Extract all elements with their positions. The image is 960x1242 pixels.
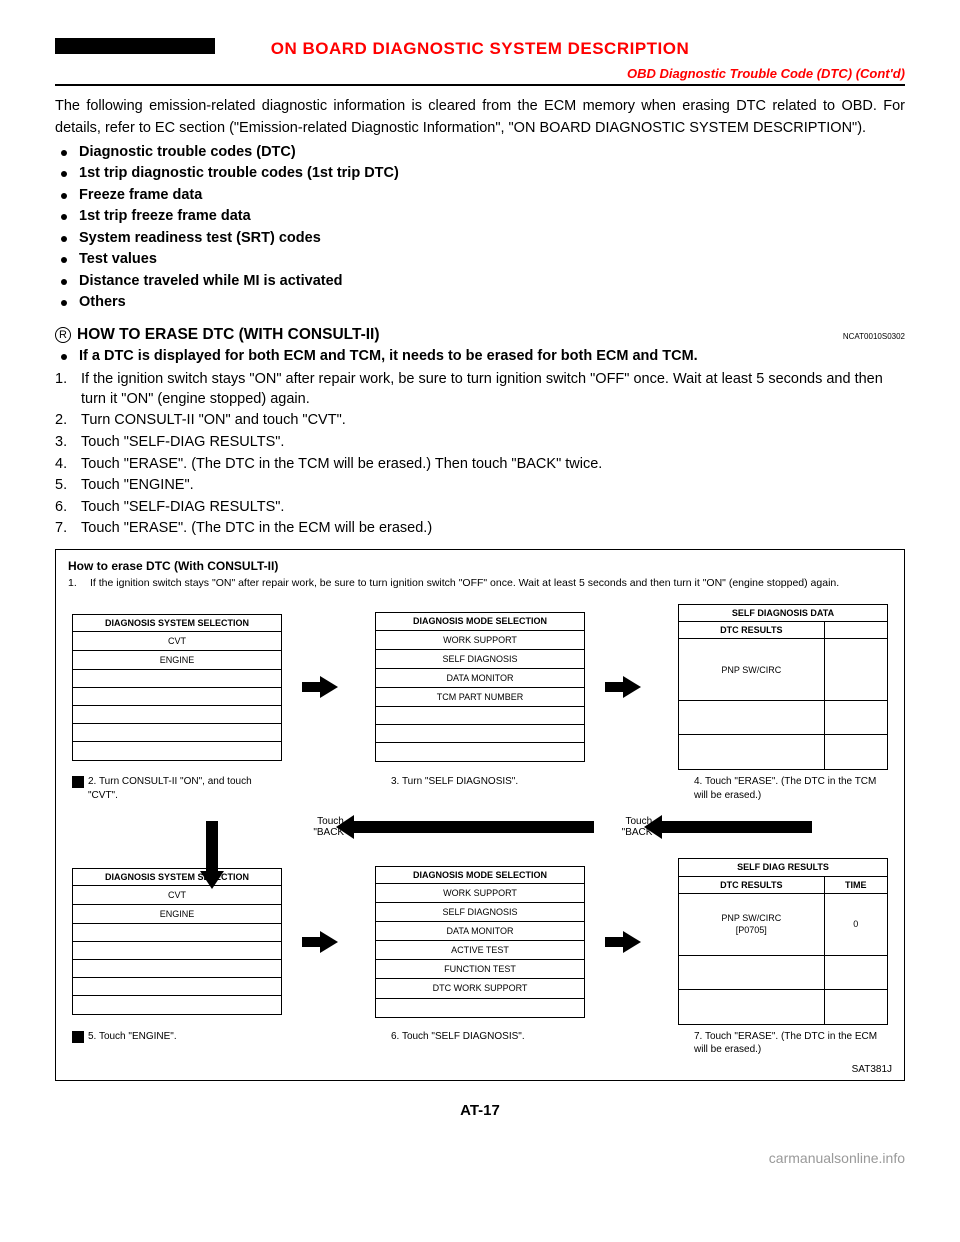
step-text: Touch "ERASE". (The DTC in the TCM will … — [81, 455, 602, 475]
panel-cell: FUNCTION TEST — [376, 960, 584, 979]
step-text: Touch "SELF-DIAG RESULTS". — [81, 498, 284, 518]
arrow-right-icon — [623, 931, 641, 953]
panel-cell — [73, 670, 281, 688]
panel-cell — [73, 978, 281, 996]
panel-sub: DTC RESULTS — [679, 622, 825, 638]
bullet-item: 1st trip freeze frame data — [79, 207, 251, 227]
panel-mode-selection-2: DIAGNOSIS MODE SELECTION WORK SUPPORT SE… — [375, 866, 585, 1018]
caption-text: 6. Touch "SELF DIAGNOSIS". — [391, 1030, 585, 1044]
panel-cell: CVT — [73, 632, 281, 651]
step-text: Touch "ENGINE". — [81, 476, 194, 496]
panel-cell — [73, 996, 281, 1014]
bullet-item: System readiness test (SRT) codes — [79, 229, 321, 249]
step-text: Turn CONSULT-II "ON" and touch "CVT". — [81, 411, 346, 431]
panel-cell: CVT — [73, 886, 281, 905]
panel-cell: ENGINE — [73, 905, 281, 924]
page-root: ON BOARD DIAGNOSTIC SYSTEM DESCRIPTION O… — [0, 0, 960, 1188]
caption-marker-icon — [72, 776, 84, 788]
caption-text: 3. Turn "SELF DIAGNOSIS". — [391, 775, 585, 789]
panel-cell — [73, 724, 281, 742]
lead-bullet-text: If a DTC is displayed for both ECM and T… — [79, 347, 698, 367]
panel-header: DIAGNOSIS MODE SELECTION — [376, 867, 584, 884]
panel-cell: TCM PART NUMBER — [376, 688, 584, 707]
panel-cell: SELF DIAGNOSIS — [376, 903, 584, 922]
panel-mode-selection-1: DIAGNOSIS MODE SELECTION WORK SUPPORT SE… — [375, 612, 585, 762]
panel-cell — [376, 707, 584, 725]
panel-body: PNP SW/CIRC [P0705] — [679, 894, 825, 955]
panel-cell — [376, 743, 584, 761]
panel-system-selection-2: DIAGNOSIS SYSTEM SELECTION CVT ENGINE — [72, 868, 282, 1015]
diagram-container: How to erase DTC (With CONSULT-II) 1. If… — [55, 549, 905, 1081]
intro-text: The following emission-related diagnosti… — [55, 96, 905, 138]
step-text: Touch "SELF-DIAG RESULTS". — [81, 433, 284, 453]
panel-cell — [73, 960, 281, 978]
back-arrow-row: Touch "BACK" Touch "BACK" — [78, 816, 882, 838]
caption-text: 7. Touch "ERASE". (The DTC in the ECM wi… — [694, 1030, 888, 1057]
step-text: If the ignition switch stays "ON" after … — [81, 370, 905, 409]
panel-system-selection-1: DIAGNOSIS SYSTEM SELECTION CVT ENGINE — [72, 614, 282, 761]
page-number: AT-17 — [55, 1101, 905, 1121]
diagram-code: SAT381J — [68, 1063, 892, 1077]
caption-row-2: 5. Touch "ENGINE". 6. Touch "SELF DIAGNO… — [72, 1027, 888, 1057]
arrow-down-icon — [206, 821, 218, 871]
panel-cell: WORK SUPPORT — [376, 884, 584, 903]
page-subtitle: OBD Diagnostic Trouble Code (DTC) (Cont'… — [55, 65, 905, 87]
step-text: Touch "ERASE". (The DTC in the ECM will … — [81, 519, 432, 539]
section-title: HOW TO ERASE DTC (WITH CONSULT-II) — [77, 325, 380, 346]
diag-note-num: 1. — [68, 576, 90, 604]
diagram-title: How to erase DTC (With CONSULT-II) — [68, 558, 892, 574]
bullet-item: Test values — [79, 250, 157, 270]
arrow-right-icon — [623, 676, 641, 698]
bullet-item: Others — [79, 293, 126, 313]
redaction-bar — [55, 38, 215, 54]
panel-col1: DTC RESULTS — [679, 877, 825, 893]
numbered-steps: 1.If the ignition switch stays "ON" afte… — [55, 370, 905, 539]
panel-cell: DTC WORK SUPPORT — [376, 979, 584, 998]
panel-self-diag-2: SELF DIAG RESULTS DTC RESULTS TIME PNP S… — [678, 858, 888, 1024]
arrow-right-icon — [320, 676, 338, 698]
arrow-right-icon — [320, 931, 338, 953]
panel-cell — [73, 942, 281, 960]
caption-text: 5. Touch "ENGINE". — [88, 1030, 282, 1044]
flow-row-2: DIAGNOSIS SYSTEM SELECTION CVT ENGINE DI… — [72, 858, 888, 1024]
panel-cell — [73, 924, 281, 942]
caption-marker-icon — [72, 1031, 84, 1043]
lead-bullet: If a DTC is displayed for both ECM and T… — [55, 347, 905, 367]
panel-header: DIAGNOSIS SYSTEM SELECTION — [73, 615, 281, 632]
panel-self-diag-1: SELF DIAGNOSIS DATA DTC RESULTS PNP SW/C… — [678, 604, 888, 770]
bullet-item: Freeze frame data — [79, 186, 202, 206]
bullet-item: 1st trip diagnostic trouble codes (1st t… — [79, 164, 399, 184]
panel-cell — [376, 999, 584, 1017]
panel-cell: WORK SUPPORT — [376, 631, 584, 650]
panel-cell: DATA MONITOR — [376, 669, 584, 688]
panel-cell — [73, 706, 281, 724]
arrow-left-icon — [354, 821, 594, 833]
panel-cell: SELF DIAGNOSIS — [376, 650, 584, 669]
panel-cell: ACTIVE TEST — [376, 941, 584, 960]
panel-cell — [73, 688, 281, 706]
bullet-list: Diagnostic trouble codes (DTC) 1st trip … — [55, 143, 905, 314]
footer-url: carmanualsonline.info — [55, 1149, 905, 1168]
panel-header: DIAGNOSIS MODE SELECTION — [376, 613, 584, 630]
panel-header: DIAGNOSIS SYSTEM SELECTION — [73, 869, 281, 886]
arrow-left-icon — [662, 821, 812, 833]
panel-body-time: 0 — [825, 894, 887, 955]
caption-text: 4. Touch "ERASE". (The DTC in the TCM wi… — [694, 775, 888, 802]
caption-row-1: 2. Turn CONSULT-II "ON", and touch "CVT"… — [72, 772, 888, 802]
panel-header: SELF DIAGNOSIS DATA — [679, 605, 887, 622]
panel-cell: DATA MONITOR — [376, 922, 584, 941]
bullet-item: Distance traveled while MI is activated — [79, 272, 343, 292]
bullet-item: Diagnostic trouble codes (DTC) — [79, 143, 296, 163]
flow-row-1: DIAGNOSIS SYSTEM SELECTION CVT ENGINE DI… — [72, 604, 888, 770]
panel-body: PNP SW/CIRC — [679, 639, 825, 700]
diag-note: If the ignition switch stays "ON" after … — [90, 576, 839, 590]
panel-cell — [73, 742, 281, 760]
panel-cell: ENGINE — [73, 651, 281, 670]
caption-text: 2. Turn CONSULT-II "ON", and touch "CVT"… — [88, 775, 282, 802]
panel-cell — [376, 725, 584, 743]
panel-header: SELF DIAG RESULTS — [679, 859, 887, 876]
panel-col2: TIME — [825, 877, 887, 893]
